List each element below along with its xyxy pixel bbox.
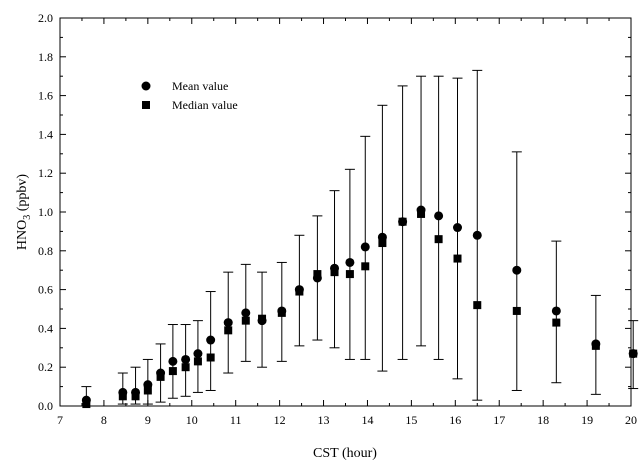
- legend-median-marker: [142, 101, 150, 109]
- mean-point: [156, 368, 166, 378]
- median-point: [224, 326, 233, 335]
- mean-point: [591, 339, 601, 349]
- mean-point: [143, 380, 153, 390]
- mean-point: [330, 263, 340, 273]
- mean-point: [131, 387, 141, 397]
- y-tick-label: 0.2: [38, 360, 53, 374]
- mean-points: [81, 205, 638, 405]
- mean-point: [168, 356, 178, 366]
- median-point: [434, 235, 443, 244]
- x-tick-label: 17: [493, 413, 505, 427]
- mean-point: [551, 306, 561, 316]
- y-tick-labels: 0.0 0.2 0.4 0.6 0.8 1.0 1.2 1.4 1.6 1.8 2.0: [38, 11, 53, 413]
- y-tick-label: 0.8: [38, 244, 53, 258]
- x-tick-label: 16: [449, 413, 461, 427]
- y-tick-label: 1.6: [38, 89, 53, 103]
- y-tick-label: 2.0: [38, 11, 53, 25]
- mean-point: [398, 217, 408, 227]
- mean-point: [434, 211, 444, 221]
- x-tick-label: 9: [145, 413, 151, 427]
- y-axis-label-unit: (ppbv): [15, 174, 30, 215]
- mean-point: [628, 349, 638, 359]
- mean-point: [294, 285, 304, 295]
- x-tick-label: 18: [537, 413, 549, 427]
- y-tick-label: 0.6: [38, 283, 53, 297]
- y-tick-label: 1.0: [38, 205, 53, 219]
- median-point: [345, 270, 354, 279]
- x-tick-label: 14: [361, 413, 373, 427]
- y-axis-label-base: HNO: [15, 220, 30, 250]
- median-point: [552, 318, 561, 327]
- x-tick-label: 19: [581, 413, 593, 427]
- axis-ticks: [59, 17, 632, 407]
- mean-point: [193, 349, 203, 359]
- legend: Mean value Median value: [141, 79, 238, 112]
- mean-point: [181, 354, 191, 364]
- x-axis-label: CST (hour): [313, 446, 377, 461]
- median-point: [193, 357, 202, 366]
- y-axis-label-subscript: 3: [22, 215, 33, 220]
- median-point: [181, 363, 190, 372]
- y-axis-label: HNO3 (ppbv): [15, 174, 33, 251]
- plot-frame: [59, 17, 632, 407]
- mean-point: [377, 232, 387, 242]
- y-tick-label: 1.2: [38, 166, 53, 180]
- y-tick-label: 1.8: [38, 50, 53, 64]
- x-tick-labels: 7 8 9 10 11 12 13 14 15 16 17 18 19 20: [57, 413, 637, 427]
- mean-point: [241, 308, 251, 318]
- y-tick-label: 0.0: [38, 399, 53, 413]
- y-tick-label: 0.4: [38, 321, 53, 335]
- legend-median-label: Median value: [172, 98, 238, 112]
- median-point: [453, 254, 462, 263]
- mean-point: [81, 395, 91, 405]
- mean-point: [512, 265, 522, 275]
- median-point: [512, 306, 521, 315]
- mean-point: [206, 335, 216, 345]
- median-point: [143, 386, 152, 395]
- mean-point: [345, 257, 355, 267]
- legend-mean-label: Mean value: [172, 79, 228, 93]
- error-bars: [81, 69, 639, 407]
- median-point: [473, 301, 482, 310]
- mean-point: [472, 230, 482, 240]
- median-point: [378, 239, 387, 248]
- x-tick-label: 13: [318, 413, 330, 427]
- mean-point: [416, 205, 426, 215]
- x-tick-label: 8: [101, 413, 107, 427]
- legend-mean-marker: [141, 81, 151, 91]
- y-tick-label: 1.4: [38, 127, 53, 141]
- x-tick-label: 11: [230, 413, 242, 427]
- median-point: [241, 316, 250, 325]
- x-tick-label: 7: [57, 413, 63, 427]
- mean-point: [360, 242, 370, 252]
- median-point: [206, 353, 215, 362]
- mean-point: [312, 273, 322, 283]
- x-tick-label: 20: [625, 413, 637, 427]
- mean-point: [277, 306, 287, 316]
- mean-point: [118, 387, 128, 397]
- x-tick-label: 10: [186, 413, 198, 427]
- median-point: [361, 262, 370, 271]
- mean-point: [223, 318, 233, 328]
- x-tick-label: 12: [274, 413, 286, 427]
- x-tick-label: 15: [405, 413, 417, 427]
- median-point: [168, 367, 177, 376]
- mean-point: [257, 316, 267, 326]
- mean-point: [453, 223, 463, 233]
